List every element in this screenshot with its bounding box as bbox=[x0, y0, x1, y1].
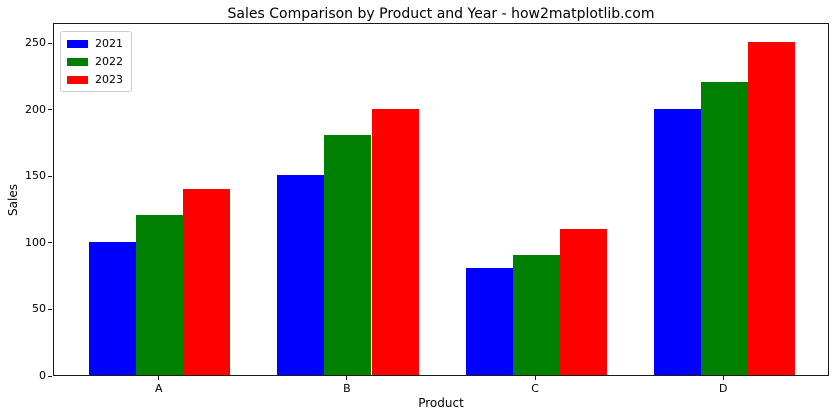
legend-item-2021: 2021 bbox=[67, 37, 123, 50]
x-tick-label-A: A bbox=[155, 382, 163, 395]
bar-2021-D bbox=[653, 108, 701, 375]
x-tick-mark-D bbox=[722, 376, 724, 380]
plot-area bbox=[53, 23, 829, 376]
x-tick-label-C: C bbox=[531, 382, 539, 395]
bar-2022-A bbox=[136, 215, 184, 375]
bar-2021-C bbox=[465, 268, 513, 375]
chart-title: Sales Comparison by Product and Year - h… bbox=[227, 6, 655, 22]
bar-2022-C bbox=[512, 255, 560, 375]
x-tick-mark-C bbox=[534, 376, 536, 380]
legend-label-2022: 2022 bbox=[95, 55, 123, 68]
x-tick-mark-B bbox=[346, 376, 348, 380]
legend-swatch-2021 bbox=[67, 39, 88, 48]
y-tick-label-200: 200 bbox=[25, 102, 46, 116]
bar-2023-B bbox=[371, 108, 419, 375]
bar-2022-D bbox=[700, 81, 748, 375]
x-tick-label-B: B bbox=[343, 382, 351, 395]
bar-2023-C bbox=[559, 228, 607, 375]
y-axis-title: Sales bbox=[6, 184, 20, 216]
legend-label-2021: 2021 bbox=[95, 37, 123, 50]
bar-2023-D bbox=[747, 42, 795, 375]
y-tick-mark-250 bbox=[48, 42, 52, 44]
y-tick-mark-150 bbox=[48, 175, 52, 177]
x-tick-label-D: D bbox=[718, 382, 728, 395]
y-tick-label-100: 100 bbox=[25, 235, 46, 249]
bar-2023-A bbox=[183, 188, 231, 375]
legend-item-2022: 2022 bbox=[67, 55, 123, 68]
x-tick-mark-A bbox=[158, 376, 160, 380]
y-tick-label-50: 50 bbox=[32, 302, 46, 316]
legend: 2021 2022 2023 bbox=[60, 31, 132, 92]
legend-swatch-2022 bbox=[67, 57, 88, 66]
legend-label-2023: 2023 bbox=[95, 73, 123, 86]
y-tick-mark-50 bbox=[48, 308, 52, 310]
y-tick-mark-0 bbox=[48, 375, 52, 377]
bar-2022-B bbox=[324, 135, 372, 375]
y-tick-mark-100 bbox=[48, 242, 52, 244]
legend-swatch-2023 bbox=[67, 75, 88, 84]
y-tick-label-150: 150 bbox=[25, 169, 46, 183]
y-tick-label-0: 0 bbox=[39, 369, 46, 382]
y-tick-label-250: 250 bbox=[25, 36, 46, 49]
legend-item-2023: 2023 bbox=[67, 73, 123, 86]
bar-2021-A bbox=[89, 241, 137, 375]
bar-2021-B bbox=[277, 175, 325, 375]
x-axis-title: Product bbox=[418, 396, 464, 410]
y-tick-mark-200 bbox=[48, 109, 52, 111]
